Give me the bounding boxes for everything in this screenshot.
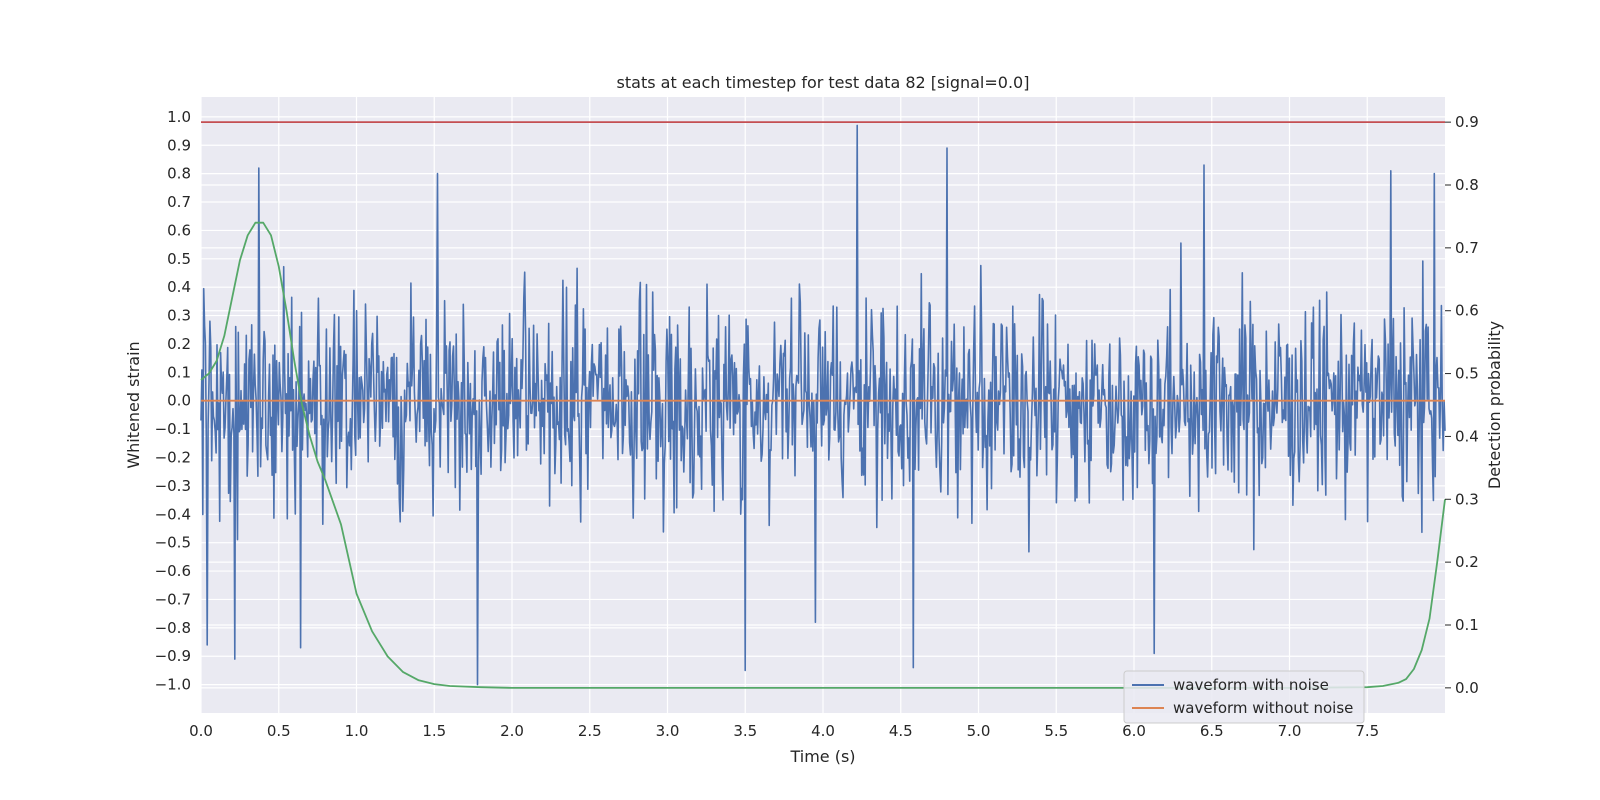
series-layer [200, 121, 1446, 689]
x-tick-label: 3.5 [733, 722, 757, 740]
y-ticks: −1.0 −0.9 −0.8 −0.7 −0.6 −0.5 −0.4 −0.3 −0.2 −0.1… [155, 108, 191, 694]
x-axis-label: Time (s) [789, 747, 855, 766]
y-tick-label: −0.3 [155, 477, 191, 495]
x-tick-label: 2.0 [500, 722, 524, 740]
chart-title: stats at each timestep for test data 82 … [617, 73, 1030, 92]
y2-tick-label: 0.0 [1455, 679, 1479, 697]
x-tick-label: 7.5 [1355, 722, 1379, 740]
y-tick-label: 0.8 [167, 165, 191, 183]
y-tick-label: 0.2 [167, 335, 191, 353]
legend-label-clean: waveform without noise [1173, 699, 1353, 717]
y-tick-label: 0.1 [167, 363, 191, 381]
y2-tick-label: 0.1 [1455, 616, 1479, 634]
y-axis-label: Whitened strain [124, 341, 143, 468]
x-tick-label: 4.0 [811, 722, 835, 740]
y-tick-label: 1.0 [167, 108, 191, 126]
x-ticks: 0.0 0.5 1.0 1.5 2.0 2.5 3.0 3.5 4.0 4.5 5.0 5.5 6.0 6… [189, 722, 1379, 740]
y2-tick-label: 0.7 [1455, 239, 1479, 257]
y-tick-label: −0.9 [155, 647, 191, 665]
y-tick-label: −1.0 [155, 676, 191, 694]
y-tick-label: −0.7 [155, 590, 191, 608]
x-tick-label: 7.0 [1278, 722, 1302, 740]
legend: waveform with noise waveform without noi… [1123, 670, 1365, 724]
y-tick-label: −0.2 [155, 449, 191, 467]
y-tick-label: −0.1 [155, 420, 191, 438]
y-tick-label: −0.4 [155, 505, 191, 523]
x-tick-label: 0.0 [189, 722, 213, 740]
x-tick-label: 5.5 [1044, 722, 1068, 740]
x-tick-label: 0.5 [267, 722, 291, 740]
legend-label-noise: waveform with noise [1173, 676, 1329, 694]
y-tick-label: −0.5 [155, 534, 191, 552]
x-tick-label: 6.5 [1200, 722, 1224, 740]
x-tick-label: 4.5 [889, 722, 913, 740]
y-tick-label: 0.7 [167, 193, 191, 211]
x-tick-label: 2.5 [578, 722, 602, 740]
y-tick-label: 0.0 [167, 392, 191, 410]
y2-ticks: 0.0 0.1 0.2 0.3 0.4 0.5 0.6 0.7 0.8 0.9 [1445, 113, 1479, 697]
x-tick-label: 1.5 [422, 722, 446, 740]
y2-tick-label: 0.5 [1455, 365, 1479, 383]
y2-axis-label: Detection probability [1485, 321, 1504, 489]
y2-tick-label: 0.8 [1455, 176, 1479, 194]
y-tick-label: 0.9 [167, 136, 191, 154]
y2-tick-label: 0.9 [1455, 113, 1479, 131]
x-tick-label: 6.0 [1122, 722, 1146, 740]
y-tick-label: 0.5 [167, 250, 191, 268]
series-waveform-with-noise [200, 124, 1446, 686]
y-tick-label: −0.8 [155, 619, 191, 637]
y-tick-label: 0.6 [167, 221, 191, 239]
y2-tick-label: 0.4 [1455, 427, 1479, 445]
x-tick-label: 5.0 [967, 722, 991, 740]
x-tick-label: 1.0 [345, 722, 369, 740]
y2-tick-label: 0.3 [1455, 490, 1479, 508]
y-tick-label: −0.6 [155, 562, 191, 580]
y-tick-label: 0.3 [167, 307, 191, 325]
x-tick-label: 3.0 [656, 722, 680, 740]
legend-box [1123, 670, 1365, 724]
series-detection-probability [200, 221, 1446, 689]
y2-tick-label: 0.2 [1455, 553, 1479, 571]
y2-tick-label: 0.6 [1455, 302, 1479, 320]
y-tick-label: 0.4 [167, 278, 191, 296]
